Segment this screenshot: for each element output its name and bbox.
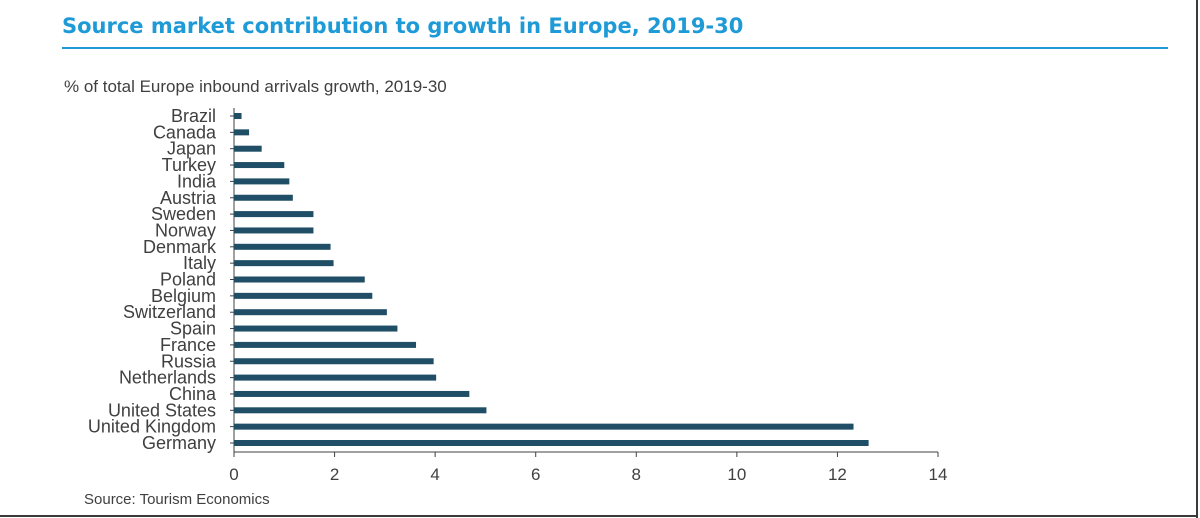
bar-turkey	[234, 162, 285, 169]
x-tick-label-14: 14	[929, 465, 948, 484]
category-label-austria: Austria	[160, 188, 217, 208]
category-label-belgium: Belgium	[151, 286, 216, 306]
bar-canada	[234, 129, 250, 136]
x-tick-label-6: 6	[531, 465, 540, 484]
category-label-switzerland: Switzerland	[123, 302, 216, 322]
bar-germany	[234, 440, 869, 446]
category-label-united-states: United States	[108, 400, 216, 420]
bar-belgium	[234, 292, 373, 299]
category-label-brazil: Brazil	[171, 106, 216, 126]
bar-spain	[234, 325, 398, 332]
bar-brazil	[234, 113, 242, 119]
x-tick-label-10: 10	[727, 465, 746, 484]
category-label-china: China	[169, 384, 217, 404]
bar-france	[234, 341, 417, 348]
category-label-germany: Germany	[142, 433, 216, 453]
x-tick-label-2: 2	[330, 465, 339, 484]
category-label-russia: Russia	[161, 351, 217, 371]
chart-subtitle: % of total Europe inbound arrivals growt…	[64, 77, 447, 96]
category-label-poland: Poland	[160, 270, 216, 290]
category-label-canada: Canada	[153, 122, 217, 142]
bar-norway	[234, 227, 314, 234]
category-label-italy: Italy	[183, 253, 216, 273]
category-label-united-kingdom: United Kingdom	[88, 417, 216, 437]
bar-united-kingdom	[234, 423, 854, 430]
category-label-spain: Spain	[170, 319, 216, 339]
bar-switzerland	[234, 309, 387, 316]
category-label-sweden: Sweden	[151, 204, 216, 224]
frame-bottom-border	[0, 515, 1198, 517]
bar-sweden	[234, 211, 314, 218]
bar-japan	[234, 145, 262, 152]
category-label-denmark: Denmark	[143, 237, 217, 257]
source-note: Source: Tourism Economics	[84, 491, 270, 508]
bar-denmark	[234, 243, 331, 250]
category-label-france: France	[160, 335, 216, 355]
x-tick-label-8: 8	[632, 465, 641, 484]
bar-india	[234, 178, 290, 185]
category-label-netherlands: Netherlands	[119, 368, 216, 388]
bar-austria	[234, 194, 293, 201]
x-tick-label-0: 0	[229, 465, 238, 484]
bar-netherlands	[234, 374, 437, 381]
category-label-india: India	[177, 171, 217, 191]
x-tick-label-12: 12	[828, 465, 847, 484]
title-underline	[62, 47, 1168, 49]
category-label-norway: Norway	[155, 220, 216, 240]
category-label-turkey: Turkey	[162, 155, 216, 175]
chart-title: Source market contribution to growth in …	[62, 14, 744, 38]
x-tick-label-4: 4	[430, 465, 439, 484]
bar-poland	[234, 276, 365, 283]
category-label-japan: Japan	[167, 139, 216, 159]
frame-right-border	[1196, 0, 1198, 518]
bar-russia	[234, 358, 434, 365]
bar-china	[234, 390, 470, 397]
bar-italy	[234, 260, 334, 267]
bar-united-states	[234, 407, 487, 414]
